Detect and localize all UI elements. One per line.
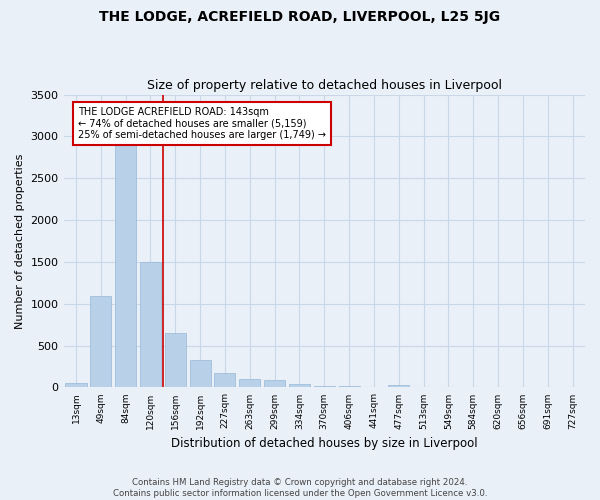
Bar (264, 380, 285, 388)
Bar (165, 333, 186, 388)
Bar (65, 383, 86, 388)
Text: Contains HM Land Registry data © Crown copyright and database right 2024.
Contai: Contains HM Land Registry data © Crown c… (113, 478, 487, 498)
Bar (214, 373, 235, 388)
Text: THE LODGE, ACREFIELD ROAD, LIVERPOOL, L25 5JG: THE LODGE, ACREFIELD ROAD, LIVERPOOL, L2… (100, 10, 500, 24)
Bar (388, 385, 409, 388)
Bar (239, 379, 260, 388)
Title: Size of property relative to detached houses in Liverpool: Size of property relative to detached ho… (147, 79, 502, 92)
Bar (314, 386, 335, 388)
Bar (140, 262, 161, 388)
Bar (90, 296, 112, 388)
X-axis label: Distribution of detached houses by size in Liverpool: Distribution of detached houses by size … (171, 437, 478, 450)
Bar (338, 386, 359, 388)
Y-axis label: Number of detached properties: Number of detached properties (15, 154, 25, 328)
Bar (289, 384, 310, 388)
Bar (190, 360, 211, 388)
Bar (115, 134, 136, 388)
Text: THE LODGE ACREFIELD ROAD: 143sqm
← 74% of detached houses are smaller (5,159)
25: THE LODGE ACREFIELD ROAD: 143sqm ← 74% o… (78, 107, 326, 140)
Bar (364, 386, 385, 388)
